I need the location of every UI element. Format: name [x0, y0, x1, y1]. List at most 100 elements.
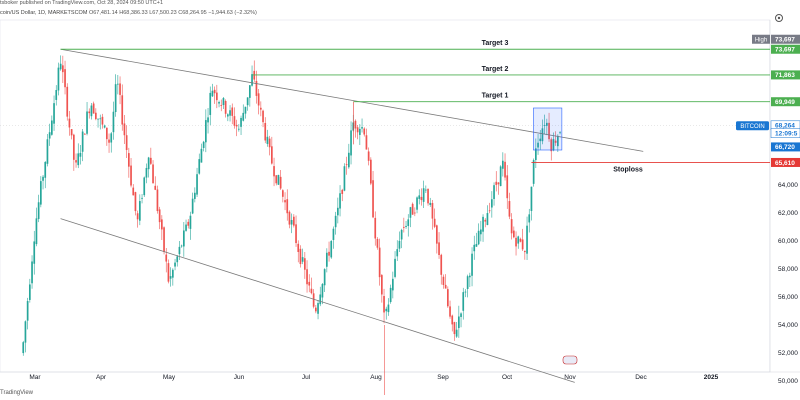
high-value-badge [771, 34, 800, 44]
candle-body [431, 203, 434, 219]
high-badge [752, 34, 770, 44]
settings-gear-icon[interactable] [775, 14, 783, 22]
publisher-caption: tsboker published on TradingView.com, Oc… [0, 0, 164, 6]
candle-body [526, 225, 528, 254]
x-tick-label: Dec [635, 374, 647, 381]
candle-body [446, 289, 449, 307]
candle-body [92, 103, 95, 114]
candle-body [35, 218, 38, 245]
candle-body [361, 127, 363, 129]
candle-body [149, 157, 152, 164]
symbol-label[interactable]: coin/US Dollar, 1D, MARKETSCOM [0, 10, 88, 16]
stoploss-label: Stoploss [613, 166, 643, 173]
candle-body [405, 225, 407, 227]
candle-body [290, 220, 293, 225]
candle-body [433, 218, 436, 227]
candle-body [539, 138, 542, 142]
candle-body [132, 187, 135, 196]
candle-body [328, 251, 330, 256]
candle-body [116, 83, 119, 85]
price-badge [771, 97, 800, 107]
candle-body [226, 114, 229, 117]
candle-body [147, 157, 150, 170]
candle-body [435, 225, 438, 244]
candle-body [167, 263, 170, 282]
candle-body [400, 229, 403, 240]
candle-body [108, 139, 110, 143]
candle-body [385, 308, 388, 312]
price-badge [771, 44, 800, 54]
candle-body [257, 93, 260, 106]
candle-body [301, 257, 304, 262]
candle-body [187, 221, 190, 226]
candle-body [325, 252, 328, 267]
candle-body [70, 129, 73, 136]
candle-body [211, 90, 214, 97]
candle-body [556, 135, 559, 147]
y-tick-label: 62,000 [778, 210, 798, 217]
high-value-label: 73,697 [775, 37, 795, 44]
candle-body [143, 177, 146, 196]
price-badge-label: 71,863 [775, 72, 795, 79]
candle-body [134, 192, 137, 212]
symbol-tag [736, 121, 769, 131]
candle-body [193, 192, 196, 199]
candle-body [380, 275, 383, 295]
candle-body [515, 237, 517, 247]
candle-body [407, 219, 410, 227]
candle-body [59, 63, 62, 70]
candle-body [79, 152, 82, 157]
x-tick-label: Sep [437, 374, 449, 381]
candle-body [240, 117, 242, 127]
y-tick-label: 54,000 [778, 322, 798, 329]
symbol-ohlc-line: coin/US Dollar, 1D, MARKETSCOM O67,481.1… [0, 10, 257, 16]
footer-brand: TradingView [0, 390, 34, 396]
candle-body [517, 236, 520, 244]
candle-body [42, 176, 44, 181]
candle-body [209, 92, 212, 115]
candle-body [473, 244, 476, 252]
target-label: Target 1 [482, 93, 509, 100]
candle-body [314, 307, 317, 312]
candle-body [534, 148, 537, 161]
candle-body [200, 148, 203, 163]
candle-body [369, 159, 372, 184]
consolidation-zone [533, 107, 563, 151]
candle-body [504, 161, 506, 178]
candle-body [541, 128, 544, 142]
high-label: High [755, 38, 767, 44]
candle-body [105, 127, 108, 140]
candle-body [127, 153, 130, 167]
candle-body [273, 166, 275, 177]
candle-body [138, 201, 141, 221]
candle-body [44, 161, 47, 178]
candle-body [521, 239, 524, 250]
x-tick-label: Mar [29, 374, 41, 381]
candle-body [345, 164, 348, 166]
candle-body [391, 278, 394, 291]
candle-body [66, 86, 69, 117]
candle-body [222, 98, 225, 106]
candle-body [374, 217, 377, 239]
x-tick-label: Oct [502, 374, 512, 381]
candle-body [306, 269, 308, 285]
candle-body [231, 107, 234, 116]
y-tick-label: 56,000 [778, 294, 798, 301]
candle-body [339, 193, 341, 209]
candle-body [479, 229, 482, 235]
candle-body [198, 159, 201, 174]
candle-body [440, 254, 443, 275]
candle-body [422, 188, 425, 202]
candle-body [275, 175, 278, 184]
candle-body [90, 105, 93, 117]
event-flag-icon [562, 355, 578, 365]
candle-body [235, 124, 238, 127]
candle-body [389, 287, 392, 303]
candle-body [266, 136, 269, 144]
candle-body [559, 132, 561, 134]
candle-body [114, 84, 117, 113]
candle-body [169, 276, 172, 279]
y-tick-label: 58,000 [778, 266, 798, 273]
price-badge [770, 128, 800, 138]
